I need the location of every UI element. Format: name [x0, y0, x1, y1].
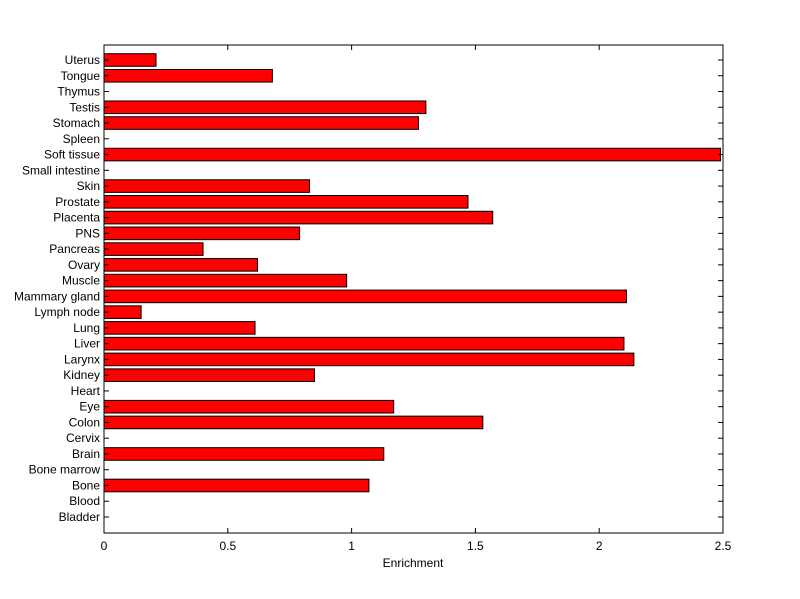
y-tick-label-prostate: Prostate	[55, 195, 100, 209]
y-tick-label-colon: Colon	[69, 415, 100, 429]
bar-muscle	[103, 273, 348, 288]
x-ticks-group: 0 0.5 1 1.5 2 2.5	[101, 45, 732, 553]
bar-brain	[103, 447, 385, 461]
y-tick-label-skin: Skin	[77, 179, 100, 193]
y-tick-label-eye: Eye	[79, 400, 100, 414]
bar-uterus	[103, 53, 157, 67]
bar-kidney	[103, 368, 315, 382]
bar-ovary	[103, 258, 259, 272]
y-tick-label-kidney: Kidney	[63, 368, 100, 382]
plot-frame	[103, 44, 724, 534]
bar-prostate	[103, 195, 469, 209]
y-tick-label-cervix: Cervix	[66, 431, 100, 445]
y-tick-label-pns: PNS	[75, 226, 100, 240]
bar-lung	[103, 321, 256, 335]
y-tick-label-placenta: Placenta	[53, 211, 100, 225]
x-tick-label-0: 0	[101, 539, 108, 553]
bar-bone	[103, 478, 370, 493]
bar-pancreas	[103, 242, 204, 256]
bar-liver	[103, 336, 625, 351]
bar-tongue	[103, 68, 273, 83]
bar-testis	[103, 100, 427, 115]
y-tick-label-liver: Liver	[74, 337, 100, 351]
y-tick-label-ovary: Ovary	[68, 258, 100, 272]
y-tick-label-stomach: Stomach	[53, 116, 100, 130]
y-tick-label-heart: Heart	[71, 384, 101, 398]
bar-pns	[103, 226, 301, 241]
y-tick-label-lung: Lung	[73, 321, 100, 335]
x-axis-label: Enrichment	[383, 556, 444, 570]
y-tick-label-testis: Testis	[69, 100, 100, 114]
y-tick-label-bladder: Bladder	[59, 510, 100, 524]
bar-colon	[103, 415, 484, 430]
y-tick-label-tongue: Tongue	[61, 69, 101, 83]
bar-soft-tissue	[103, 147, 722, 162]
y-tick-label-pancreas: Pancreas	[49, 242, 100, 256]
y-tick-label-larynx: Larynx	[64, 352, 100, 366]
y-tick-label-uterus: Uterus	[65, 53, 100, 67]
bar-mammary-gland	[103, 289, 627, 304]
y-tick-label-spleen: Spleen	[63, 132, 100, 146]
y-tick-label-blood: Blood	[69, 494, 100, 508]
y-tick-label-lymph-node: Lymph node	[34, 305, 100, 319]
y-tick-label-brain: Brain	[72, 447, 100, 461]
y-tick-label-small-intestine: Small intestine	[22, 163, 100, 177]
y-tick-label-bone: Bone	[72, 478, 100, 492]
y-tick-label-soft-tissue: Soft tissue	[44, 148, 100, 162]
y-tick-label-bone-marrow: Bone marrow	[29, 463, 101, 477]
x-tick-label-4: 2	[596, 539, 603, 553]
bar-stomach	[103, 116, 419, 130]
y-tick-label-mammary-gland: Mammary gland	[14, 289, 100, 303]
bar-larynx	[103, 352, 635, 367]
y-tick-label-thymus: Thymus	[57, 85, 100, 99]
x-tick-label-3: 1.5	[467, 539, 484, 553]
bar-eye	[103, 399, 395, 414]
x-tick-label-1: 0.5	[219, 539, 236, 553]
bar-placenta	[103, 210, 494, 225]
bar-lymph-node	[103, 305, 142, 319]
x-tick-label-2: 1	[348, 539, 355, 553]
y-tick-label-muscle: Muscle	[62, 274, 100, 288]
bar-skin	[103, 179, 311, 193]
x-tick-label-5: 2.5	[715, 539, 732, 553]
